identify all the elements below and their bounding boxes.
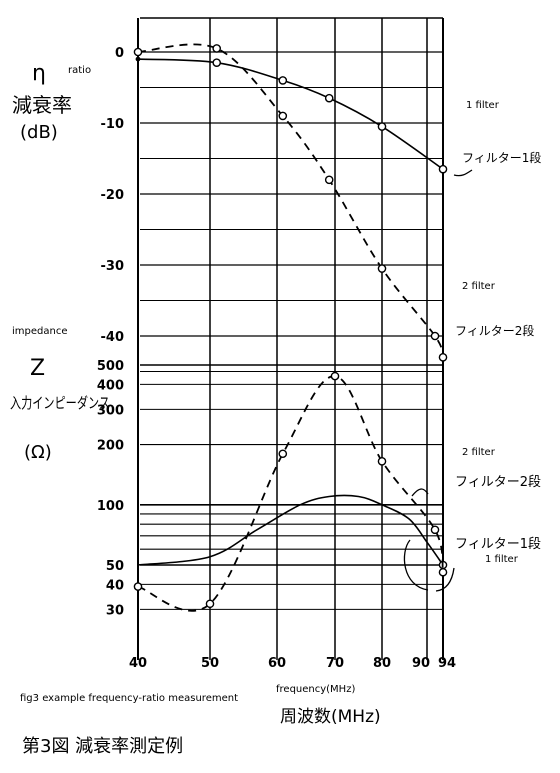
impedance-axis-title: 入力インピーダンス — [10, 394, 110, 412]
freq-tick-label: 60 — [268, 656, 286, 671]
freq-tick-label: 94 — [438, 656, 456, 671]
imp-series-2-point — [430, 525, 440, 535]
imp-series1-en-label: 1 filter — [485, 554, 519, 565]
imp-series-2-line — [137, 375, 444, 612]
att-series-1-line — [137, 58, 444, 170]
attenuation-en-label: ratio — [68, 65, 91, 76]
att-series-2-point — [430, 331, 440, 341]
series-layer — [133, 43, 448, 612]
att-series-1-point — [212, 58, 221, 67]
imp-series-2-point — [330, 371, 340, 381]
db-tick-label: -20 — [101, 188, 125, 203]
att-series-2-line — [137, 43, 444, 358]
attenuation-symbol: η — [32, 61, 46, 86]
ohm-tick-label: 500 — [97, 359, 124, 374]
att-series1-label: フィルター1段 — [462, 150, 541, 165]
ohm-tick-label: 30 — [106, 603, 124, 618]
x-axis-title: 周波数(MHz) — [280, 707, 381, 727]
imp-series1-label: フィルター1段 — [455, 537, 541, 552]
att-series-1-point — [324, 93, 334, 103]
ohm-tick-label: 40 — [106, 578, 124, 593]
grid — [137, 17, 444, 660]
figure-caption: 第3図 減衰率測定例 — [22, 736, 183, 757]
att-series-1-point — [438, 164, 448, 174]
imp-series2-en-label: 2 filter — [462, 447, 496, 458]
ohm-tick-label: 100 — [97, 499, 124, 514]
att-series-2-point — [278, 111, 288, 121]
imp-series1-pointer-tail — [435, 567, 455, 592]
freq-tick-label: 70 — [326, 656, 344, 671]
freq-tick-label: 80 — [373, 656, 391, 671]
impedance-axis-unit: (Ω) — [24, 442, 52, 463]
db-tick-label: 0 — [115, 46, 124, 61]
att-series-1-point — [278, 76, 288, 85]
imp-series-2-point — [438, 567, 448, 577]
att-series-2-point — [133, 47, 143, 57]
freq-tick-label: 90 — [412, 656, 430, 671]
att-series-2-point — [377, 264, 387, 273]
attenuation-axis-title: 減衰率 — [12, 93, 72, 117]
db-tick-label: -10 — [101, 117, 125, 132]
att-series1-en-label: 1 filter — [466, 100, 500, 111]
freq-tick-label: 40 — [129, 656, 147, 671]
figure-caption-en: fig3 example frequency-ratio measurement — [20, 693, 238, 704]
att-series-2-point — [212, 44, 221, 53]
imp-series-2-point — [278, 449, 288, 459]
att-series-1-point — [135, 56, 141, 62]
ohm-tick-label: 400 — [97, 378, 124, 393]
tick-labels: 0 -10 -20 -30 -40 30 40 50 100 200 300 400 500 40 50 60… — [97, 46, 456, 671]
db-tick-label: -40 — [101, 330, 125, 345]
impedance-symbol: Z — [30, 356, 45, 381]
imp-series-2-point — [205, 599, 215, 609]
imp-series-1-line — [137, 494, 444, 566]
imp-series1-pointer — [403, 539, 429, 591]
att-series-2-point — [324, 175, 334, 185]
x-axis-en-label: frequency(MHz) — [276, 684, 355, 695]
imp-series-2-point — [133, 582, 143, 591]
impedance-en-label: impedance — [12, 326, 67, 337]
ohm-tick-label: 50 — [106, 559, 124, 574]
imp-series2-label: フィルター2段 — [455, 475, 541, 490]
freq-tick-label: 50 — [201, 656, 219, 671]
imp-series2-pointer — [411, 488, 429, 497]
db-tick-label: -30 — [101, 259, 125, 274]
att-series-2-point — [438, 352, 448, 362]
attenuation-axis-unit: (dB) — [20, 122, 58, 143]
att-series2-label: フィルター2段 — [455, 323, 534, 338]
ohm-tick-label: 200 — [97, 439, 124, 454]
ohm-tick-label: 300 — [97, 403, 124, 418]
att-series1-pointer — [453, 169, 473, 177]
att-series-1-point — [377, 122, 387, 131]
att-series2-en-label: 2 filter — [462, 281, 496, 292]
imp-series-2-point — [377, 456, 387, 466]
